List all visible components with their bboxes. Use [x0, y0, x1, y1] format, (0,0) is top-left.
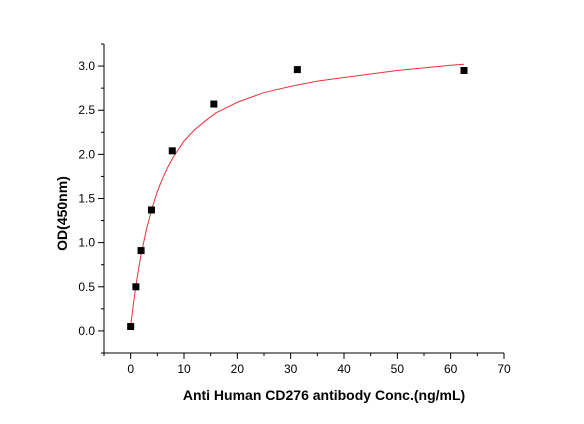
- x-tick-label: 10: [177, 362, 191, 376]
- data-point: [210, 100, 218, 108]
- x-tick-label: 60: [444, 362, 458, 376]
- data-point: [168, 147, 176, 155]
- data-point: [293, 66, 301, 74]
- data-point: [460, 66, 468, 74]
- x-tick-label: 0: [127, 362, 134, 376]
- y-tick-label: 3.0: [78, 59, 95, 73]
- y-tick-label: 0.5: [78, 280, 95, 294]
- y-axis-title: OD(450nm): [54, 176, 70, 251]
- y-tick-label: 2.5: [78, 103, 95, 117]
- x-tick-label: 70: [497, 362, 511, 376]
- x-tick-label: 40: [337, 362, 351, 376]
- axes: 0 10 20 30 40 50 60 70 0.0 0.5 1.0 1.5 2.0 2.5 3.0: [78, 43, 511, 376]
- data-points-layer: [127, 66, 468, 331]
- x-tick-label: 50: [391, 362, 405, 376]
- data-point: [127, 323, 135, 331]
- labels-layer: Anti Human CD276 antibody Conc.(ng/mL) O…: [54, 176, 465, 403]
- x-tick-label: 30: [284, 362, 298, 376]
- x-axis-title: Anti Human CD276 antibody Conc.(ng/mL): [183, 387, 465, 403]
- y-tick-label: 2.0: [78, 147, 95, 161]
- y-tick-label: 1.5: [78, 192, 95, 206]
- data-point: [132, 283, 140, 291]
- y-tick-label: 0.0: [78, 324, 95, 338]
- data-point: [147, 206, 155, 214]
- data-point: [137, 247, 145, 255]
- x-tick-label: 20: [231, 362, 245, 376]
- fit-curve: [130, 63, 465, 327]
- fit-curve-layer: [130, 63, 465, 327]
- y-tick-label: 1.0: [78, 236, 95, 250]
